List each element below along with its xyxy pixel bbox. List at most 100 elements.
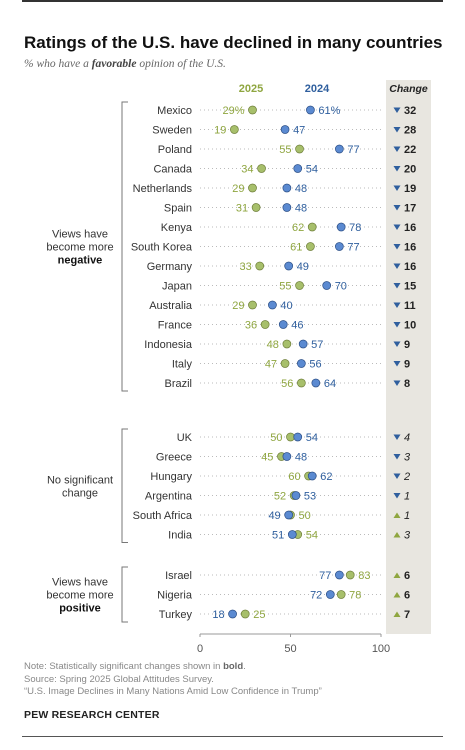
change-value: 16 (404, 261, 416, 273)
note-bold: bold (223, 661, 244, 672)
country-label: Netherlands (133, 183, 193, 195)
down-arrow-icon (393, 224, 401, 230)
value-label-2024: 61% (318, 105, 340, 117)
dot-2024 (282, 203, 292, 212)
value-label-2024: 46 (291, 320, 303, 332)
dot-2025 (297, 378, 306, 388)
dot-2025 (260, 320, 270, 329)
group-label-bold: positive (59, 603, 101, 615)
country-label: Germany (147, 261, 193, 273)
down-arrow-icon (393, 205, 401, 211)
dot-2025 (230, 125, 239, 134)
change-value: 9 (404, 339, 410, 351)
value-label-2025: 78 (349, 590, 361, 602)
value-label-2024: 18 (212, 609, 224, 621)
chart-title: Ratings of the U.S. have declined in man… (24, 33, 443, 52)
value-label-2024: 78 (349, 222, 361, 234)
dot-2025 (280, 359, 290, 368)
value-label-2025: 48 (267, 339, 279, 351)
value-label-2025: 45 (261, 452, 273, 464)
dot-2024 (282, 183, 292, 193)
dot-2024 (293, 432, 303, 442)
change-value: 2 (403, 471, 410, 483)
value-label-2024: 77 (347, 242, 359, 254)
value-label-2024: 48 (295, 203, 307, 215)
group-label: Views have (52, 229, 108, 241)
change-value: 3 (404, 530, 411, 542)
down-arrow-icon (393, 361, 401, 367)
down-arrow-icon (393, 380, 401, 386)
value-label-2024: 77 (319, 570, 331, 582)
chart-footer: Note: Statistically significant changes … (24, 661, 322, 699)
note-suffix: . (243, 661, 246, 672)
value-label-2025: 29 (232, 300, 244, 312)
down-arrow-icon (393, 127, 401, 133)
dot-2025 (248, 105, 257, 115)
group-bracket (121, 428, 128, 543)
down-arrow-icon (393, 434, 401, 440)
group-label-bold: negative (58, 255, 103, 267)
top-rule (22, 0, 443, 2)
series-header-2025: 2025 (239, 83, 263, 95)
value-label-2024: 49 (268, 510, 280, 522)
dot-2024 (336, 222, 346, 232)
value-label-2025: 47 (265, 359, 277, 371)
country-label: Argentina (145, 491, 193, 503)
dot-2024 (322, 281, 332, 290)
subtitle-prefix: % who have a (24, 58, 92, 70)
change-value: 10 (404, 320, 416, 332)
dot-2025 (255, 261, 265, 271)
dot-2024 (291, 491, 301, 500)
dot-2024 (298, 339, 308, 349)
value-label-2025: 54 (306, 530, 318, 542)
country-label: Brazil (164, 378, 192, 390)
change-value: 4 (404, 432, 410, 444)
value-label-2024: 47 (293, 125, 305, 137)
value-label-2024: 51 (272, 530, 284, 542)
dot-2024 (278, 320, 288, 329)
dot-2025 (307, 222, 317, 232)
up-arrow-icon (393, 532, 401, 538)
down-arrow-icon (393, 166, 401, 172)
dot-2024 (335, 242, 344, 251)
down-arrow-icon (393, 302, 401, 308)
country-label: Nigeria (157, 590, 193, 602)
value-label-2024: 72 (310, 590, 322, 602)
dot-2025 (240, 609, 250, 619)
value-label-2025: 36 (245, 320, 257, 332)
dot-2025 (306, 242, 315, 251)
dot-2024 (268, 300, 277, 310)
change-value: 15 (404, 281, 416, 293)
value-label-2025: 34 (241, 164, 253, 176)
value-label-2024: 53 (304, 491, 316, 503)
bottom-rule (22, 736, 443, 737)
value-label-2024: 64 (324, 378, 336, 390)
note-prefix: Note: Statistically significant changes … (24, 661, 224, 672)
x-tick-label: 0 (197, 643, 203, 655)
dot-2024 (280, 125, 290, 134)
country-label: Sweden (152, 125, 192, 137)
change-value: 16 (404, 222, 416, 234)
change-value: 32 (404, 105, 416, 117)
footer-source: Source: Spring 2025 Global Attitudes Sur… (24, 673, 214, 685)
subtitle-suffix: opinion of the U.S. (136, 58, 226, 70)
value-label-2024: 49 (297, 261, 309, 273)
change-value: 19 (404, 183, 416, 195)
value-label-2025: 61 (290, 242, 302, 254)
down-arrow-icon (393, 283, 401, 289)
value-label-2024: 56 (309, 359, 321, 371)
dot-2024 (287, 530, 297, 539)
country-label: Turkey (159, 609, 193, 621)
dot-2025 (336, 590, 346, 599)
dot-2024 (293, 164, 303, 173)
country-label: Mexico (157, 105, 192, 117)
value-label-2025: 25 (253, 609, 265, 621)
dot-2025 (295, 144, 304, 154)
group-label: Views have (52, 577, 108, 589)
value-label-2025: 60 (288, 471, 300, 483)
dot-2024 (335, 570, 344, 580)
value-label-2024: 48 (295, 183, 307, 195)
up-arrow-icon (393, 572, 401, 578)
group-bracket (121, 101, 128, 392)
dot-2025 (345, 570, 355, 580)
